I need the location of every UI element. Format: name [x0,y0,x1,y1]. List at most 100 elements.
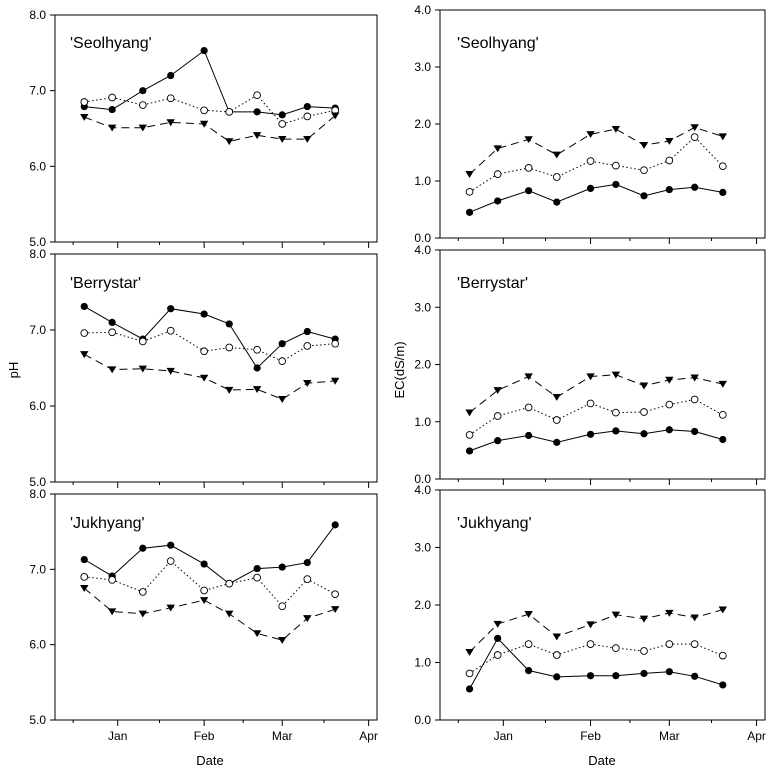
panel-title: 'Seolhyang' [457,35,539,52]
series-line-2 [84,560,336,607]
panel-ec-berrystar: 'Berrystar' 0.0 1.0 2.0 3.0 4.0 [414,243,766,486]
data-point-series-3 [199,120,209,128]
data-point-series-1 [278,563,286,571]
data-point-series-1 [465,208,474,216]
data-point-series-3 [278,135,287,143]
data-point-series-1 [691,427,699,436]
data-point-series-1 [612,427,620,435]
data-point-series-3 [138,365,148,373]
data-point-series-3 [166,119,175,127]
data-point-series-3 [252,386,262,394]
data-point-series-2 [200,106,209,115]
data-point-series-2 [200,586,209,595]
y-tick-label: 5.0 [29,713,46,727]
data-point-series-3 [107,366,117,374]
data-point-series-1 [719,188,727,196]
data-point-series-2 [690,640,699,648]
data-point-series-3 [586,373,595,381]
plot-frame [54,253,378,483]
data-point-series-2 [138,588,147,596]
data-point-series-3 [690,374,699,382]
data-point-series-2 [493,170,502,179]
panel-title: 'Jukhyang' [457,515,532,532]
data-point-series-3 [665,137,674,145]
y-tick-label: 4.0 [414,243,431,257]
y-tick-label: 6.0 [29,638,46,652]
data-point-series-2 [665,156,674,165]
y-tick-label: 6.0 [29,159,46,173]
data-point-series-2 [303,575,312,583]
data-point-series-3 [330,606,340,614]
data-point-series-3 [225,610,234,618]
plot-frame [54,493,378,721]
data-point-series-3 [639,141,649,149]
x-axis-title-right: Date [588,753,615,768]
data-point-series-1 [167,541,175,549]
data-point-series-1 [525,187,533,195]
y-tick-label: 7.0 [29,323,46,337]
x-tick-label: Jan [494,729,513,743]
data-point-series-2 [108,93,117,102]
data-point-series-3 [303,380,312,387]
data-point-series-2 [331,590,340,599]
data-point-series-2 [612,161,620,170]
panel-title: 'Seolhyang' [70,35,152,52]
data-point-series-1 [253,564,261,573]
data-point-series-2 [303,112,312,121]
data-point-series-3 [493,387,502,395]
data-point-series-3 [199,374,209,382]
data-point-series-2 [138,337,147,346]
data-point-series-3 [611,125,621,133]
data-point-series-2 [225,579,234,588]
data-point-series-2 [665,400,674,409]
panel-ph-berrystar: 'Berrystar' 5.0 6.0 7.0 8.0 [29,247,378,489]
data-point-series-2 [278,357,287,366]
data-point-series-2 [718,162,727,171]
data-point-series-2 [166,326,175,335]
y-tick-label: 8.0 [29,487,46,501]
data-point-series-2 [718,651,727,660]
data-point-series-1 [108,105,116,114]
data-point-series-2 [253,345,261,354]
data-point-series-1 [553,198,561,206]
y-tick-label: 6.0 [29,399,46,413]
data-point-series-3 [639,615,649,623]
data-point-series-1 [80,555,88,564]
y-tick-label: 2.0 [414,598,431,612]
data-point-series-2 [552,651,561,659]
data-point-series-2 [166,557,175,565]
data-point-series-2 [586,157,595,165]
x-tick-label: Mar [659,729,680,743]
plot-frame [54,14,378,243]
data-point-series-3 [524,611,533,618]
data-point-series-3 [639,382,649,390]
series-line-1 [469,637,723,690]
data-point-series-3 [718,606,727,614]
data-point-series-2 [108,328,117,337]
data-point-series-1 [640,192,648,200]
data-point-series-1 [719,435,727,444]
x-tick-label: Jan [108,729,127,743]
data-point-series-3 [690,124,699,132]
series-line-2 [84,330,336,362]
y-tick-label: 3.0 [414,60,431,74]
x-tick-label: Apr [747,729,766,743]
series-line-3 [84,115,336,142]
data-point-series-2 [303,342,312,350]
data-point-series-2 [253,91,261,100]
data-point-series-3 [330,377,340,385]
data-point-series-1 [200,560,208,568]
y-tick-label: 1.0 [414,656,431,670]
data-point-series-3 [465,409,474,417]
data-point-series-1 [494,634,502,642]
y-tick-label: 5.0 [29,475,46,489]
data-point-series-3 [166,604,175,612]
y-tick-label: 1.0 [414,174,431,188]
data-point-series-2 [612,644,620,652]
y-tick-label: 3.0 [414,541,431,555]
data-point-series-1 [465,685,474,693]
data-point-series-2 [640,166,648,175]
data-point-series-3 [252,630,262,638]
x-tick-label: Mar [272,729,293,743]
